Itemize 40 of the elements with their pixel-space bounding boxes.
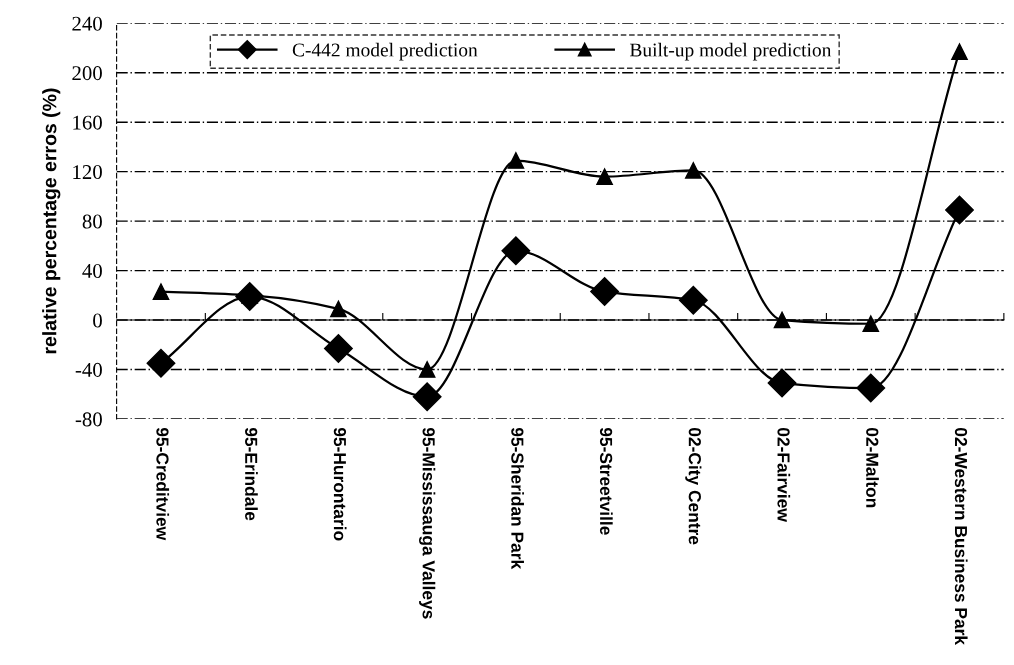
x-tick-label: 02-Fairview [777, 427, 791, 522]
y-tick-label: 240 [72, 16, 102, 31]
point [945, 195, 974, 225]
point [501, 236, 531, 266]
x-tick-label: 95-Streetville [599, 427, 613, 535]
y-tick-label: 80 [82, 214, 102, 229]
y-tick-label: 160 [73, 115, 102, 130]
legend-label: Built-up model prediction [629, 42, 832, 61]
y-tick-label: 0 [93, 313, 102, 328]
y-tick-label: -80 [75, 412, 102, 427]
x-tick-label: 95-Creditview [156, 427, 170, 541]
point [412, 382, 442, 412]
x-tick-label: 95-Sheridan Park [511, 427, 524, 570]
point [507, 152, 525, 169]
point [773, 311, 791, 329]
point [418, 361, 436, 378]
point [330, 300, 347, 318]
y-axis-title: relative percentage erros (%) [42, 88, 61, 354]
y-tick-label: 120 [73, 165, 102, 180]
x-tick-label: 95-Mississauga Valleys [419, 427, 436, 619]
point [862, 315, 880, 333]
x-tick-label: 02-Western Business Park [954, 427, 968, 646]
point [951, 43, 968, 61]
point [152, 283, 170, 300]
x-tick-label: 95-Hurontario [333, 427, 347, 541]
y-tick-label: 40 [82, 263, 102, 279]
point [146, 348, 176, 378]
point [590, 277, 620, 307]
y-tick-label: 200 [72, 66, 102, 81]
point [678, 285, 708, 315]
x-tick-label: 02-Malton [866, 427, 879, 508]
y-tick-label: -40 [75, 362, 102, 377]
legend-label: C-442 model prediction [292, 42, 478, 61]
point [856, 373, 886, 403]
point [323, 334, 353, 363]
x-tick-label: 95-Erindale [245, 427, 258, 521]
x-tick-label: 02-City Centre [685, 427, 702, 545]
point [684, 162, 702, 179]
point [596, 168, 613, 185]
point [767, 368, 797, 398]
